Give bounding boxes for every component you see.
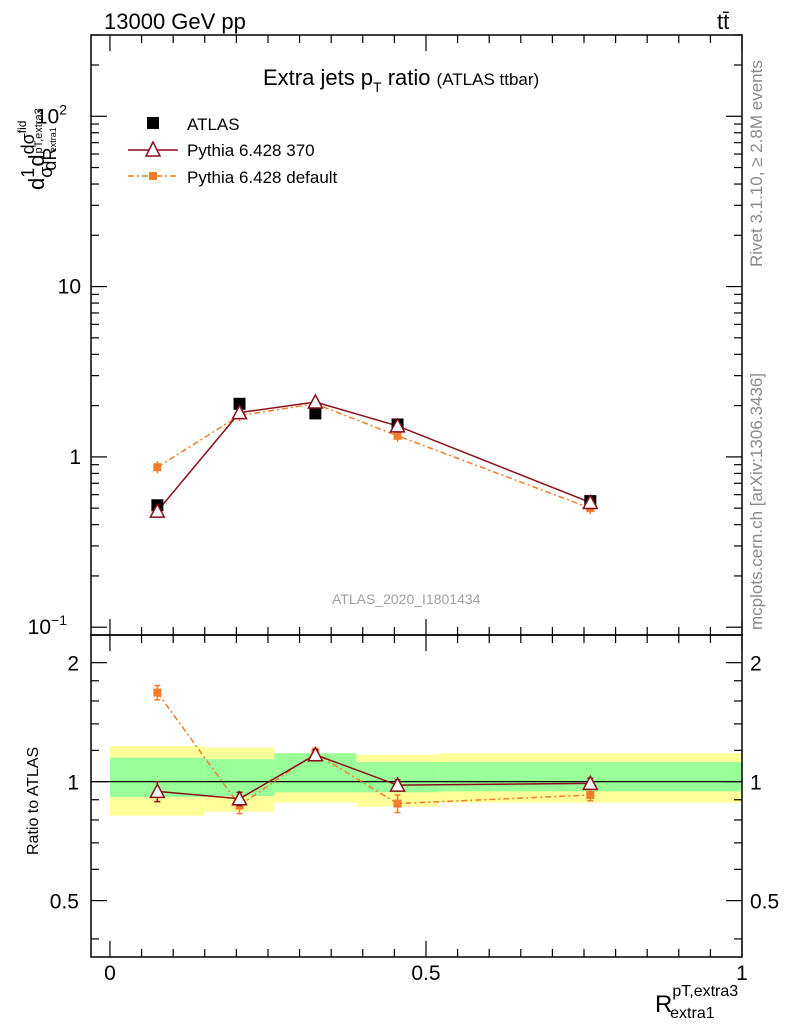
x-tick-label: 1 xyxy=(736,962,748,985)
ratio-y-label: Ratio to ATLAS xyxy=(25,747,42,855)
ratio-point-pythia370 xyxy=(307,746,324,762)
energy-label: 13000 GeV pp xyxy=(104,9,246,34)
legend-label-pythia370: Pythia 6.428 370 xyxy=(187,141,315,160)
point-pythia370 xyxy=(149,502,166,518)
x-axis-label: RpT,extra3 extra1 xyxy=(655,983,738,1022)
ratio-y-tick-label: 1 xyxy=(67,772,79,795)
chart-title: Extra jets pT ratio (ATLAS ttbar) xyxy=(263,65,539,95)
point-pythia370 xyxy=(389,417,406,433)
main-y-axis: 10−1 1 10 102 xyxy=(28,34,743,639)
x-tick-label: 0 xyxy=(104,962,116,985)
rivet-label: Rivet 3.1.10, ≥ 2.8M events xyxy=(747,60,766,267)
legend-marker-pythia-default xyxy=(149,172,157,180)
ratio-plot-area xyxy=(91,684,742,816)
ratio-point-pythia370 xyxy=(149,782,166,799)
analysis-tag: ATLAS_2020_I1801434 xyxy=(332,591,481,607)
ratio-point-pythia-default xyxy=(586,791,595,800)
legend: ATLAS Pythia 6.428 370 Pythia 6.428 defa… xyxy=(128,115,338,187)
ratio-y-tick-label: 2 xyxy=(67,653,79,676)
ratio-point-pythia-default xyxy=(153,688,162,697)
ratio-axes: 0.5 0.5 1 1 2 2 0 0.5 1 xyxy=(50,635,779,985)
ratio-panel: 0.5 0.5 1 1 2 2 0 0.5 1 Ratio to ATLAS RpT,extra… xyxy=(25,634,779,1022)
point-pythia370 xyxy=(582,493,599,510)
ratio-y-tick-label-right: 0.5 xyxy=(750,891,779,914)
ratio-y-tick-label-right: 1 xyxy=(750,772,762,795)
ratio-y-tick-label-right: 2 xyxy=(750,653,762,676)
main-y-tick-label: 10 xyxy=(58,276,81,299)
mcplots-label: mcplots.cern.ch [arXiv:1306.3436] xyxy=(747,373,766,630)
legend-label-atlas: ATLAS xyxy=(187,115,240,134)
main-y-tick-label: 10−1 xyxy=(28,612,68,639)
series-line-pythia370 xyxy=(156,401,591,512)
ratio-point-pythia370 xyxy=(582,774,599,791)
main-plot-area xyxy=(149,393,599,518)
uncertainty-band-inner xyxy=(204,759,275,796)
main-y-tick-label: 1 xyxy=(69,446,81,469)
main-y-label: d1σddσfiddRpT,extra3 extra1 xyxy=(15,108,60,190)
ratio-point-pythia-default xyxy=(393,799,402,808)
process-label: tt̄ xyxy=(717,9,729,34)
point-atlas xyxy=(233,397,246,410)
x-tick-label: 0.5 xyxy=(411,962,440,985)
point-pythia-default xyxy=(153,463,162,472)
ratio-line-pythia-default xyxy=(156,692,591,807)
ratio-frame xyxy=(90,634,743,958)
point-pythia370 xyxy=(307,393,324,409)
ratio-point-pythia370 xyxy=(389,776,406,792)
legend-label-pythia-default: Pythia 6.428 default xyxy=(187,168,338,187)
ratio-y-tick-label: 0.5 xyxy=(50,891,79,914)
legend-marker-pythia370 xyxy=(144,140,162,157)
ratio-point-pythia370 xyxy=(231,790,248,806)
point-atlas xyxy=(309,407,322,420)
point-pythia370 xyxy=(231,404,248,420)
main-panel: 10−1 1 10 102 Extra jets pT ratio (ATLAS ttb… xyxy=(15,34,743,639)
point-pythia-default xyxy=(393,431,402,440)
legend-marker-atlas xyxy=(147,117,159,129)
main-y-tick-label: 102 xyxy=(36,101,67,128)
